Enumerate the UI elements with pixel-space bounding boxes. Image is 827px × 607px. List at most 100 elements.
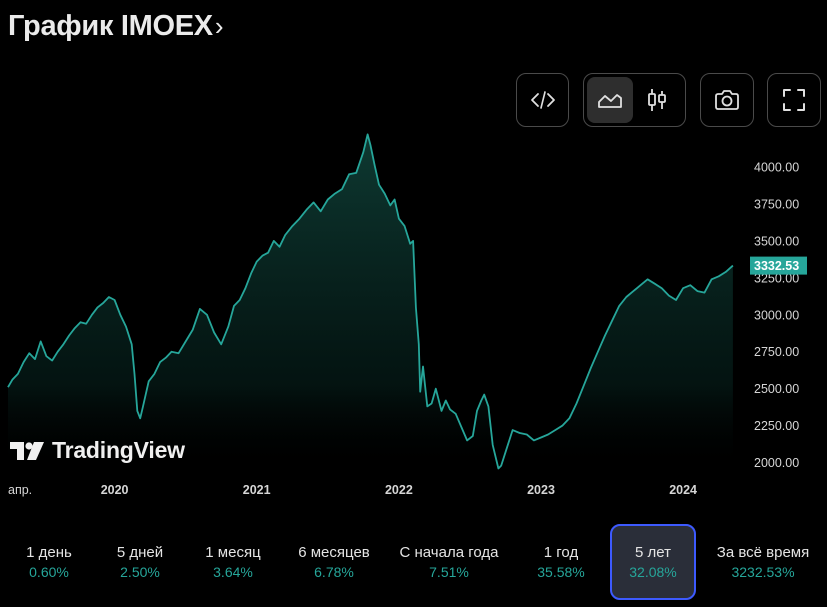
data-point: [418, 344, 419, 345]
page-title[interactable]: График IMOEX›: [8, 10, 223, 43]
chevron-right-icon[interactable]: ›: [214, 11, 224, 41]
price-chart[interactable]: 2000.00 2250.00 2500.00 2750.00 3000.00 3250.…: [0, 130, 827, 510]
period-label: 1 день: [26, 544, 72, 561]
period-change: 35.58%: [537, 564, 585, 580]
last-price-badge: [750, 256, 807, 275]
data-point: [413, 240, 414, 241]
data-point: [725, 271, 726, 272]
data-point: [140, 418, 141, 419]
data-point: [214, 332, 215, 333]
data-point: [612, 320, 613, 321]
data-point: [160, 362, 161, 363]
data-point: [431, 403, 432, 404]
data-point: [320, 211, 321, 212]
page-title-text[interactable]: График IMOEX: [8, 10, 213, 42]
data-point: [633, 291, 634, 292]
data-point: [420, 391, 421, 392]
chart-type-switch: [583, 73, 686, 127]
period-label: 6 месяцев: [298, 544, 370, 561]
embed-code-button[interactable]: [516, 73, 569, 127]
period-option[interactable]: С начала года 7.51%: [386, 524, 512, 600]
data-point: [131, 344, 132, 345]
data-point: [449, 409, 450, 410]
y-tick-label: 3000.00: [754, 308, 799, 322]
data-point: [103, 302, 104, 303]
data-point: [7, 387, 8, 388]
data-point: [661, 288, 662, 289]
period-label: 1 месяц: [205, 544, 261, 561]
x-tick-label: апр.: [8, 483, 32, 497]
data-point: [262, 255, 263, 256]
candlestick-chart-button[interactable]: [634, 77, 680, 123]
x-tick-label: 2023: [527, 483, 555, 497]
period-option[interactable]: 1 месяц 3.64%: [182, 524, 284, 600]
data-point: [192, 329, 193, 330]
x-tick-label: 2021: [243, 483, 271, 497]
data-point: [69, 335, 70, 336]
y-tick-label: 2500.00: [754, 382, 799, 396]
data-point: [718, 276, 719, 277]
data-point: [481, 400, 482, 401]
data-point: [239, 299, 240, 300]
data-point: [647, 279, 648, 280]
data-point: [165, 357, 166, 358]
y-tick-label: 2250.00: [754, 419, 799, 433]
data-point: [374, 165, 375, 166]
data-point: [12, 379, 13, 380]
data-point: [683, 288, 684, 289]
data-point: [228, 326, 229, 327]
data-point: [52, 360, 53, 361]
data-point: [341, 189, 342, 190]
y-tick-label: 3750.00: [754, 197, 799, 211]
data-point: [17, 373, 18, 374]
data-point: [492, 444, 493, 445]
data-point: [46, 356, 47, 357]
period-change: 6.78%: [314, 564, 354, 580]
data-point: [221, 344, 222, 345]
period-change: 2.50%: [120, 564, 160, 580]
period-option[interactable]: 1 год 35.58%: [516, 524, 606, 600]
x-tick-label: 2022: [385, 483, 413, 497]
period-option[interactable]: 5 лет 32.08%: [610, 524, 696, 600]
period-option[interactable]: 5 дней 2.50%: [100, 524, 180, 600]
period-option[interactable]: За всё время 3232.53%: [706, 524, 820, 600]
period-selector: 1 день 0.60% 5 дней 2.50% 1 месяц 3.64% 6 меся…: [0, 524, 827, 600]
period-change: 7.51%: [429, 564, 469, 580]
data-point: [640, 285, 641, 286]
camera-icon: [715, 90, 739, 110]
tradingview-logo-icon: [10, 441, 44, 460]
period-option[interactable]: 6 месяцев 6.78%: [284, 524, 384, 600]
area-chart-button[interactable]: [587, 77, 633, 123]
period-change: 3.64%: [213, 564, 253, 580]
data-point: [597, 351, 598, 352]
data-point: [86, 323, 87, 324]
data-point: [279, 246, 280, 247]
data-point: [506, 447, 507, 448]
fullscreen-icon: [783, 89, 805, 111]
data-point: [654, 283, 655, 284]
snapshot-button[interactable]: [700, 73, 754, 127]
data-point: [435, 388, 436, 389]
data-point: [57, 351, 58, 352]
data-point: [245, 288, 246, 289]
data-point: [415, 307, 416, 308]
data-point: [467, 440, 468, 441]
data-point: [108, 296, 109, 297]
data-point: [91, 314, 92, 315]
data-point: [501, 465, 502, 466]
data-point: [142, 406, 143, 407]
data-point: [533, 440, 534, 441]
data-point: [178, 353, 179, 354]
data-point: [285, 234, 286, 235]
data-point: [576, 403, 577, 404]
data-point: [334, 193, 335, 194]
period-option[interactable]: 1 день 0.60%: [6, 524, 92, 600]
y-tick-label: 4000.00: [754, 161, 799, 175]
data-point: [472, 435, 473, 436]
data-point: [97, 307, 98, 308]
fullscreen-button[interactable]: [767, 73, 821, 127]
data-point: [519, 432, 520, 433]
y-tick-label: 3250.00: [754, 271, 799, 285]
last-price-label: 3332.53: [754, 259, 799, 273]
data-point: [711, 279, 712, 280]
